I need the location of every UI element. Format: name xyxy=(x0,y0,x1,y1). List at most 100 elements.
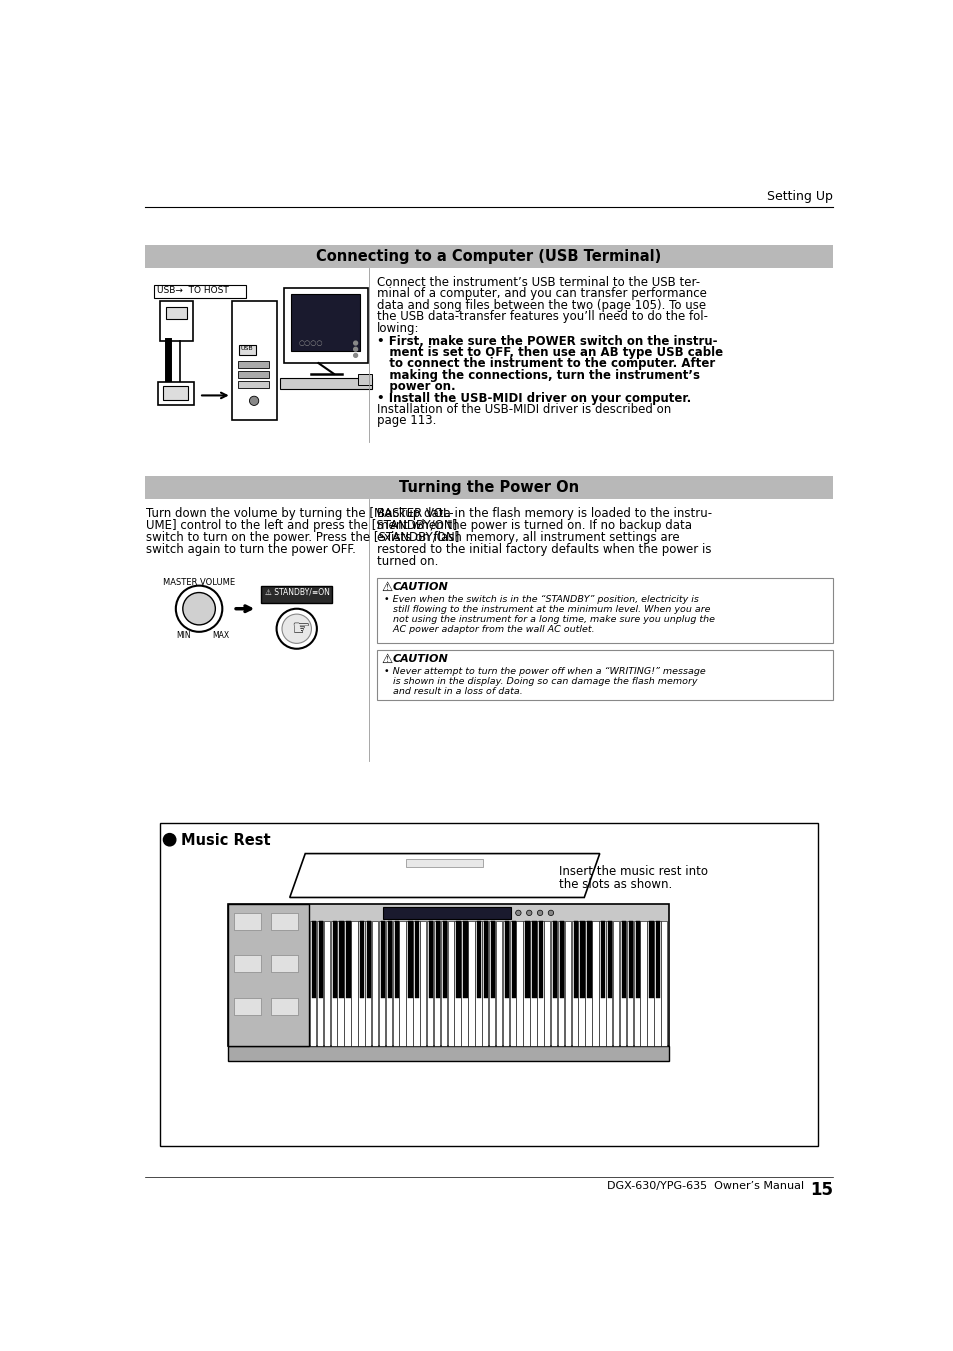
Circle shape xyxy=(282,615,311,643)
FancyBboxPatch shape xyxy=(312,920,315,998)
FancyBboxPatch shape xyxy=(233,997,261,1015)
FancyBboxPatch shape xyxy=(532,920,536,998)
FancyBboxPatch shape xyxy=(284,288,368,363)
FancyBboxPatch shape xyxy=(406,920,413,1046)
FancyBboxPatch shape xyxy=(656,920,659,998)
FancyBboxPatch shape xyxy=(357,920,364,1046)
FancyBboxPatch shape xyxy=(399,920,405,1046)
Text: • Install the USB-MIDI driver on your computer.: • Install the USB-MIDI driver on your co… xyxy=(377,392,691,404)
FancyBboxPatch shape xyxy=(271,955,298,973)
FancyBboxPatch shape xyxy=(237,381,269,388)
Text: • First, make sure the POWER switch on the instru-: • First, make sure the POWER switch on t… xyxy=(377,335,717,347)
Text: Music Rest: Music Rest xyxy=(181,832,271,848)
Text: • Never attempt to turn the power off when a “WRITING!” message: • Never attempt to turn the power off wh… xyxy=(383,667,704,677)
FancyBboxPatch shape xyxy=(619,920,625,1046)
Circle shape xyxy=(249,396,258,405)
FancyBboxPatch shape xyxy=(491,920,495,998)
FancyBboxPatch shape xyxy=(447,920,454,1046)
FancyBboxPatch shape xyxy=(475,920,481,1046)
Text: • Even when the switch is in the “STANDBY” position, electricity is: • Even when the switch is in the “STANDB… xyxy=(383,594,698,604)
Text: 15: 15 xyxy=(809,1181,832,1198)
FancyBboxPatch shape xyxy=(434,920,439,1046)
Text: and result in a loss of data.: and result in a loss of data. xyxy=(383,688,521,696)
FancyBboxPatch shape xyxy=(413,920,419,1046)
FancyBboxPatch shape xyxy=(166,307,187,319)
FancyBboxPatch shape xyxy=(456,920,460,998)
Text: Connect the instrument’s USB terminal to the USB ter-: Connect the instrument’s USB terminal to… xyxy=(377,276,700,289)
Circle shape xyxy=(183,593,215,626)
FancyBboxPatch shape xyxy=(488,920,495,1046)
Text: ☞: ☞ xyxy=(291,620,310,639)
FancyBboxPatch shape xyxy=(516,920,522,1046)
FancyBboxPatch shape xyxy=(496,920,501,1046)
FancyBboxPatch shape xyxy=(578,920,584,1046)
FancyBboxPatch shape xyxy=(600,920,605,998)
FancyBboxPatch shape xyxy=(525,920,529,998)
Text: page 113.: page 113. xyxy=(377,415,436,427)
FancyBboxPatch shape xyxy=(476,920,481,998)
Text: is shown in the display. Doing so can damage the flash memory: is shown in the display. Doing so can da… xyxy=(383,677,697,686)
FancyBboxPatch shape xyxy=(654,920,659,1046)
FancyBboxPatch shape xyxy=(635,920,639,998)
Text: CAUTION: CAUTION xyxy=(393,654,448,665)
FancyBboxPatch shape xyxy=(626,920,633,1046)
Text: ment when the power is turned on. If no backup data: ment when the power is turned on. If no … xyxy=(377,519,692,532)
Text: not using the instrument for a long time, make sure you unplug the: not using the instrument for a long time… xyxy=(383,615,714,624)
FancyBboxPatch shape xyxy=(483,920,488,998)
FancyBboxPatch shape xyxy=(587,920,591,998)
FancyBboxPatch shape xyxy=(330,920,336,1046)
Circle shape xyxy=(516,911,520,916)
FancyBboxPatch shape xyxy=(145,477,832,500)
FancyBboxPatch shape xyxy=(415,920,419,998)
FancyBboxPatch shape xyxy=(333,920,336,998)
FancyBboxPatch shape xyxy=(509,920,516,1046)
FancyBboxPatch shape xyxy=(291,293,360,351)
Text: data and song files between the two (page 105). To use: data and song files between the two (pag… xyxy=(377,299,706,312)
FancyBboxPatch shape xyxy=(468,920,475,1046)
FancyBboxPatch shape xyxy=(537,920,543,1046)
Text: power on.: power on. xyxy=(377,380,456,393)
FancyBboxPatch shape xyxy=(339,920,343,998)
FancyBboxPatch shape xyxy=(573,920,578,998)
FancyBboxPatch shape xyxy=(585,920,591,1046)
Text: DGX-630/YPG-635  Owner’s Manual: DGX-630/YPG-635 Owner’s Manual xyxy=(607,1181,803,1190)
Circle shape xyxy=(354,354,357,357)
FancyBboxPatch shape xyxy=(408,920,412,998)
Text: Insert the music rest into: Insert the music rest into xyxy=(558,865,708,878)
FancyBboxPatch shape xyxy=(395,920,398,998)
FancyBboxPatch shape xyxy=(271,913,298,929)
FancyBboxPatch shape xyxy=(382,907,510,919)
Text: making the connections, turn the instrument’s: making the connections, turn the instrum… xyxy=(377,369,700,382)
FancyBboxPatch shape xyxy=(543,920,550,1046)
FancyBboxPatch shape xyxy=(233,955,261,973)
FancyBboxPatch shape xyxy=(359,920,364,998)
FancyBboxPatch shape xyxy=(647,920,653,1046)
FancyBboxPatch shape xyxy=(598,920,605,1046)
FancyBboxPatch shape xyxy=(429,920,433,998)
Text: switch to turn on the power. Press the [STANDBY/ON]: switch to turn on the power. Press the [… xyxy=(146,531,459,544)
Circle shape xyxy=(537,911,542,916)
FancyBboxPatch shape xyxy=(461,920,467,1046)
Text: Turn down the volume by turning the [MASTER VOL-: Turn down the volume by turning the [MAS… xyxy=(146,507,454,520)
FancyBboxPatch shape xyxy=(261,586,332,604)
Text: USB→  TO HOST: USB→ TO HOST xyxy=(157,286,229,295)
FancyBboxPatch shape xyxy=(504,920,509,998)
FancyBboxPatch shape xyxy=(372,920,378,1046)
FancyBboxPatch shape xyxy=(280,378,372,389)
Polygon shape xyxy=(228,1046,669,1062)
Text: Installation of the USB-MIDI driver is described on: Installation of the USB-MIDI driver is d… xyxy=(377,403,671,416)
FancyBboxPatch shape xyxy=(592,920,598,1046)
Text: ⚠: ⚠ xyxy=(381,581,392,594)
Circle shape xyxy=(548,911,553,916)
FancyBboxPatch shape xyxy=(351,920,357,1046)
FancyBboxPatch shape xyxy=(237,370,269,378)
FancyBboxPatch shape xyxy=(158,382,193,405)
Circle shape xyxy=(276,609,316,648)
FancyBboxPatch shape xyxy=(511,920,516,998)
FancyBboxPatch shape xyxy=(564,920,571,1046)
FancyBboxPatch shape xyxy=(163,386,188,400)
FancyBboxPatch shape xyxy=(440,920,447,1046)
FancyBboxPatch shape xyxy=(385,920,392,1046)
FancyBboxPatch shape xyxy=(346,920,350,998)
FancyBboxPatch shape xyxy=(406,859,483,867)
